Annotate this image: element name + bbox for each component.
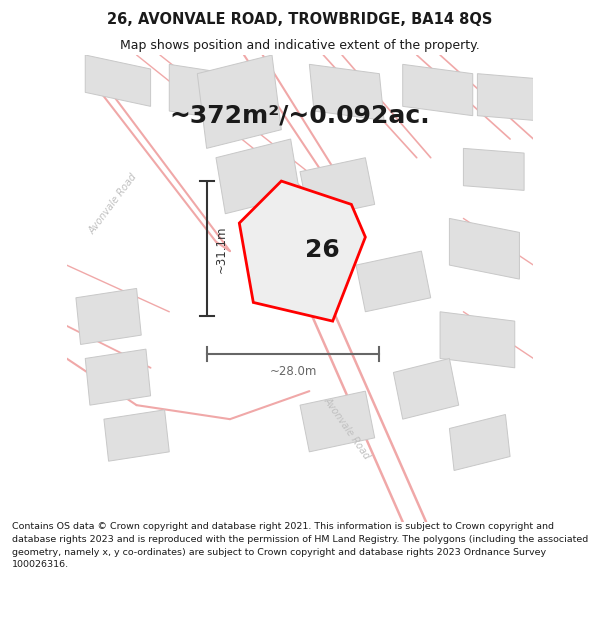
Text: Avonvale Road: Avonvale Road	[87, 173, 139, 237]
Polygon shape	[216, 139, 300, 214]
Polygon shape	[310, 64, 384, 121]
Text: Map shows position and indicative extent of the property.: Map shows position and indicative extent…	[120, 39, 480, 51]
Polygon shape	[197, 55, 281, 148]
Polygon shape	[76, 289, 141, 344]
Text: ~31.1m: ~31.1m	[215, 225, 228, 272]
Polygon shape	[300, 391, 374, 452]
Polygon shape	[394, 359, 459, 419]
Polygon shape	[85, 349, 151, 405]
Polygon shape	[449, 414, 510, 471]
Text: ~372m²/~0.092ac.: ~372m²/~0.092ac.	[170, 104, 430, 127]
Polygon shape	[300, 158, 374, 218]
Polygon shape	[104, 410, 169, 461]
Polygon shape	[449, 218, 520, 279]
Text: 26: 26	[305, 238, 340, 261]
Polygon shape	[356, 251, 431, 312]
Polygon shape	[85, 55, 151, 106]
Polygon shape	[478, 74, 533, 121]
Text: Contains OS data © Crown copyright and database right 2021. This information is : Contains OS data © Crown copyright and d…	[12, 522, 588, 569]
Text: Avonvale Road: Avonvale Road	[322, 396, 372, 461]
Polygon shape	[169, 64, 230, 121]
Polygon shape	[463, 148, 524, 191]
Text: ~28.0m: ~28.0m	[269, 366, 317, 379]
Polygon shape	[440, 312, 515, 368]
Polygon shape	[239, 181, 365, 321]
Text: 26, AVONVALE ROAD, TROWBRIDGE, BA14 8QS: 26, AVONVALE ROAD, TROWBRIDGE, BA14 8QS	[107, 12, 493, 27]
Polygon shape	[403, 64, 473, 116]
